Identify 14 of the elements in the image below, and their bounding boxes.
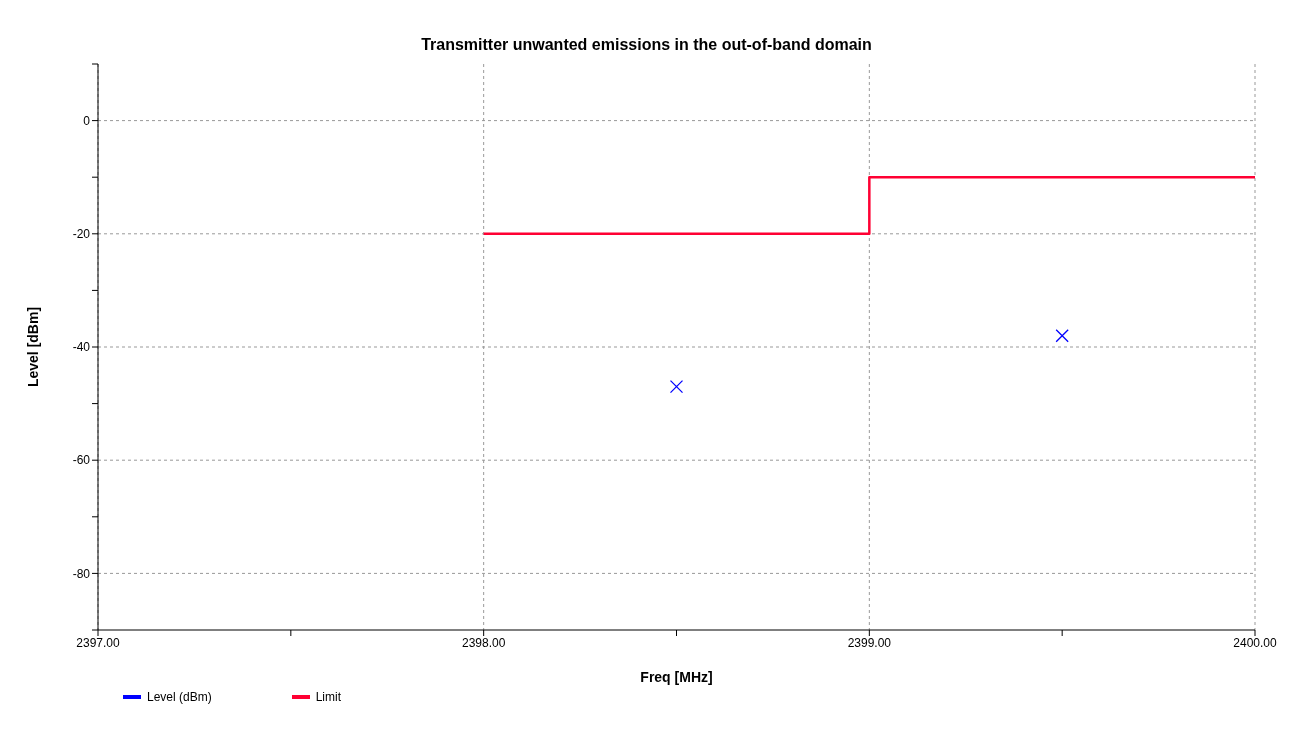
- y-tick-label: 0: [83, 113, 91, 128]
- x-axis-title: Freq [MHz]: [640, 669, 713, 685]
- legend-label: Limit: [314, 690, 342, 704]
- y-tick-label: -20: [72, 227, 91, 242]
- legend-label: Level (dBm): [146, 690, 212, 704]
- y-tick-label: -80: [72, 566, 91, 581]
- x-tick-label: 2398.00: [461, 635, 506, 650]
- x-tick-label: 2399.00: [847, 635, 892, 650]
- y-tick-label: -40: [72, 340, 91, 355]
- y-axis-title: Level [dBm]: [24, 306, 41, 388]
- y-tick-label: -60: [72, 453, 91, 468]
- x-tick-label: 2400.00: [1233, 635, 1278, 650]
- chart-title: Transmitter unwanted emissions in the out-of-band domain: [420, 36, 873, 54]
- x-tick-label: 2397.00: [76, 635, 121, 650]
